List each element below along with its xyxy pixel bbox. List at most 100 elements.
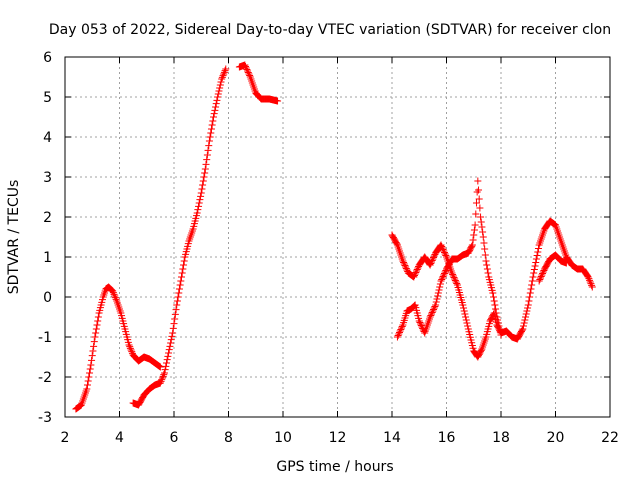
data-point-marker bbox=[396, 327, 404, 335]
x-tick-label: 16 bbox=[438, 430, 456, 446]
data-point-marker bbox=[86, 365, 94, 373]
data-point-marker bbox=[539, 270, 547, 277]
data-point-marker bbox=[490, 293, 498, 301]
data-point-marker bbox=[400, 260, 408, 268]
data-point-marker bbox=[431, 303, 439, 310]
data-point-marker bbox=[244, 67, 252, 75]
data-points bbox=[72, 61, 596, 413]
data-point-marker bbox=[126, 343, 134, 351]
data-point-marker bbox=[525, 297, 533, 305]
data-point-marker bbox=[220, 68, 228, 76]
data-point-marker bbox=[242, 63, 250, 70]
data-point-marker bbox=[436, 280, 444, 288]
data-point-marker bbox=[497, 331, 505, 339]
data-point-marker bbox=[180, 261, 188, 269]
data-point-marker bbox=[429, 255, 437, 263]
data-point-marker bbox=[428, 310, 436, 318]
data-point-marker bbox=[412, 269, 420, 276]
data-point-marker bbox=[401, 262, 409, 269]
data-point-marker bbox=[169, 324, 177, 332]
data-point-marker bbox=[83, 381, 91, 389]
data-point-marker bbox=[214, 90, 222, 98]
y-tick-label: 2 bbox=[43, 210, 52, 226]
data-point-marker bbox=[201, 169, 209, 177]
data-point-marker bbox=[585, 275, 593, 283]
data-point-marker bbox=[493, 313, 501, 321]
data-point-marker bbox=[440, 247, 448, 255]
data-point-marker bbox=[164, 352, 172, 360]
data-point-marker bbox=[274, 97, 282, 105]
data-point-marker bbox=[397, 326, 405, 333]
y-tick-label: 6 bbox=[43, 50, 52, 66]
data-point-marker bbox=[111, 292, 119, 300]
data-point-marker bbox=[200, 173, 208, 181]
data-point-marker bbox=[475, 195, 483, 203]
data-point-marker bbox=[438, 243, 446, 250]
data-point-marker bbox=[496, 325, 504, 333]
data-point-marker bbox=[538, 271, 546, 279]
data-point-marker bbox=[410, 273, 418, 281]
data-point-marker bbox=[449, 272, 457, 280]
data-point-marker bbox=[203, 151, 211, 159]
data-point-marker bbox=[160, 371, 168, 379]
data-point-marker bbox=[533, 252, 541, 259]
data-point-marker bbox=[524, 304, 532, 312]
data-point-marker bbox=[469, 236, 477, 244]
data-point-marker bbox=[432, 301, 440, 309]
data-point-marker bbox=[537, 274, 545, 282]
data-point-marker bbox=[172, 306, 180, 314]
data-point-marker bbox=[436, 283, 444, 291]
data-point-marker bbox=[417, 320, 425, 328]
data-point-marker bbox=[462, 316, 470, 324]
data-point-marker bbox=[526, 293, 534, 301]
data-point-marker bbox=[241, 61, 249, 69]
data-point-marker bbox=[414, 264, 422, 272]
data-point-marker bbox=[494, 316, 502, 324]
data-point-marker bbox=[222, 65, 230, 73]
data-point-marker bbox=[430, 304, 438, 312]
data-point-marker bbox=[430, 306, 438, 313]
data-point-marker bbox=[217, 78, 225, 86]
data-point-marker bbox=[468, 241, 476, 249]
x-axis-label: GPS time / hours bbox=[276, 459, 393, 475]
data-point-marker bbox=[395, 329, 403, 336]
data-point-marker bbox=[448, 269, 456, 277]
data-point-marker bbox=[537, 273, 545, 280]
x-tick-label: 12 bbox=[329, 430, 347, 446]
data-point-marker bbox=[110, 290, 118, 298]
data-point-marker bbox=[242, 64, 250, 72]
data-point-marker bbox=[399, 257, 407, 265]
data-point-marker bbox=[462, 313, 470, 321]
data-point-marker bbox=[527, 285, 535, 293]
data-point-marker bbox=[89, 347, 97, 355]
data-point-marker bbox=[495, 322, 503, 330]
data-point-marker bbox=[167, 336, 175, 344]
data-point-marker bbox=[243, 66, 251, 73]
data-point-marker bbox=[94, 317, 102, 325]
data-point-marker bbox=[90, 342, 98, 350]
data-point-marker bbox=[482, 257, 490, 265]
data-point-marker bbox=[459, 301, 467, 309]
data-point-marker bbox=[489, 289, 497, 297]
data-point-marker bbox=[532, 255, 540, 263]
data-point-marker bbox=[163, 356, 171, 364]
data-point-marker bbox=[109, 289, 117, 297]
y-tick-label: -2 bbox=[38, 370, 52, 386]
data-point-marker bbox=[112, 295, 120, 303]
data-point-marker bbox=[246, 72, 254, 79]
data-point-marker bbox=[426, 313, 434, 321]
data-point-marker bbox=[168, 332, 176, 340]
x-tick-label: 22 bbox=[601, 430, 619, 446]
data-point-marker bbox=[491, 301, 499, 309]
data-point-marker bbox=[88, 352, 96, 360]
data-point-marker bbox=[179, 265, 187, 273]
data-point-marker bbox=[463, 319, 471, 327]
data-point-marker bbox=[216, 81, 224, 89]
chart-title: Day 053 of 2022, Sidereal Day-to-day VTE… bbox=[49, 22, 611, 38]
data-point-marker bbox=[159, 372, 167, 380]
data-point-marker bbox=[411, 270, 419, 278]
data-point-marker bbox=[438, 244, 446, 252]
data-point-marker bbox=[430, 252, 438, 260]
data-point-marker bbox=[84, 377, 92, 385]
